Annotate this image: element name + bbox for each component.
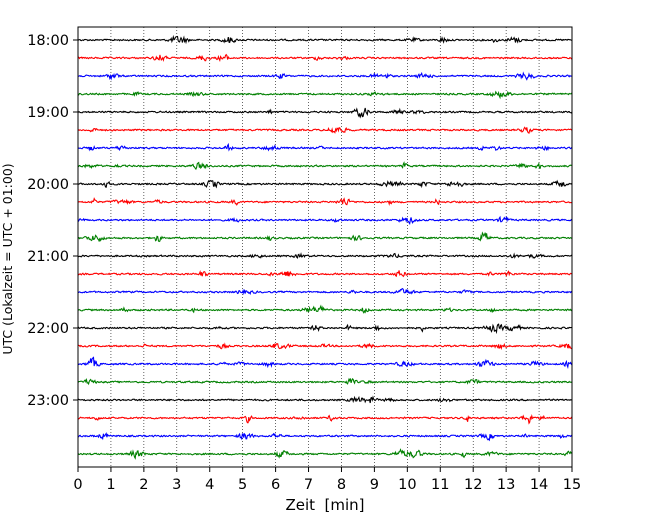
plot-frame: [77, 26, 573, 468]
y-axis-label: UTC (Lokalzeit = UTC + 01:00): [0, 163, 15, 354]
trace-1915: [77, 126, 573, 134]
trace-2115: [77, 270, 573, 278]
trace-2315: [77, 413, 573, 425]
x-axis-ticks: 0 1 2 3 4 5 6 7 8 9 10 11 12 13 14 15: [73, 467, 581, 493]
trace-2230: [77, 356, 573, 370]
x-tick-label: 5: [238, 477, 247, 493]
trace-1945: [77, 161, 573, 171]
trace-2300: [77, 395, 573, 404]
x-tick-label: 12: [464, 477, 482, 493]
trace-2130: [77, 288, 573, 296]
x-tick-label: 10: [398, 477, 416, 493]
trace-2245: [77, 377, 573, 386]
trace-2030: [77, 215, 573, 226]
x-tick-label: 3: [172, 477, 181, 493]
x-tick-label: 8: [337, 477, 346, 493]
trace-2100: [77, 252, 573, 259]
x-axis-label: Zeit [min]: [285, 496, 364, 514]
trace-2215: [77, 342, 573, 351]
x-tick-label: 15: [563, 477, 581, 493]
x-tick-label: 11: [431, 477, 449, 493]
x-tick-label: 2: [139, 477, 148, 493]
trace-2015: [77, 197, 573, 207]
trace-2330: [77, 432, 573, 442]
x-tick-label: 0: [73, 477, 82, 493]
y-tick-label: 22:00: [27, 321, 69, 337]
trace-2145: [77, 304, 573, 314]
seismogram-traces: [77, 34, 573, 460]
trace-2345: [77, 448, 573, 460]
y-tick-label: 19:00: [27, 105, 69, 121]
y-tick-label: 21:00: [27, 249, 69, 265]
trace-1900: [77, 107, 573, 119]
trace-2045: [77, 231, 573, 243]
trace-2000: [77, 179, 573, 189]
y-axis-ticks: 18:00 19:00 20:00 21:00 22:00 23:00: [27, 33, 78, 409]
x-tick-label: 13: [497, 477, 515, 493]
trace-1830: [77, 71, 573, 81]
trace-1845: [77, 90, 573, 100]
trace-1930: [77, 142, 573, 152]
x-tick-label: 14: [530, 477, 548, 493]
y-tick-label: 18:00: [27, 33, 69, 49]
trace-2200: [77, 323, 573, 335]
x-tick-label: 7: [304, 477, 313, 493]
x-tick-label: 6: [271, 477, 280, 493]
x-tick-label: 4: [205, 477, 214, 493]
trace-1800: [77, 34, 573, 45]
trace-1815: [77, 53, 573, 63]
y-tick-label: 20:00: [27, 177, 69, 193]
x-tick-label: 9: [370, 477, 379, 493]
y-tick-label: 23:00: [27, 393, 69, 409]
vertical-grid-lines: [110, 27, 540, 467]
x-tick-label: 1: [106, 477, 115, 493]
